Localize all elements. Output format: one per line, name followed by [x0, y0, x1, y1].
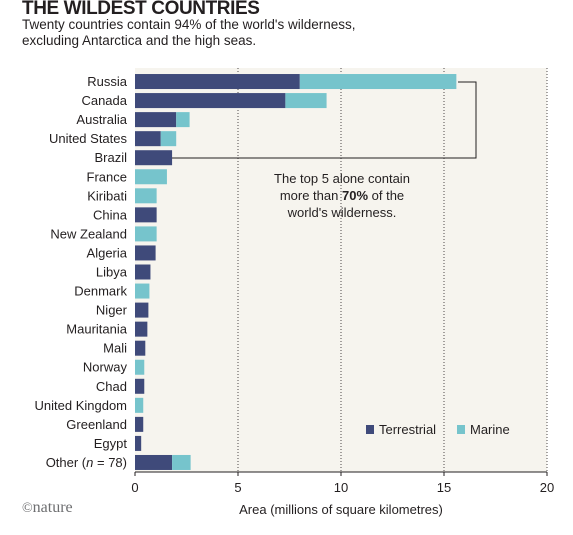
category-label: Canada — [81, 93, 127, 108]
bar-marine-1 — [285, 93, 327, 109]
legend: Terrestrial Marine — [366, 422, 510, 437]
bar-terrestrial-10 — [135, 264, 151, 280]
bar-terrestrial-9 — [135, 245, 156, 261]
category-label: France — [87, 169, 127, 184]
bar-terrestrial-4 — [135, 150, 173, 166]
x-tick-label: 20 — [540, 480, 554, 495]
x-tick-labels: 0 5 10 15 20 — [131, 472, 554, 495]
bar-marine-17 — [135, 397, 144, 413]
bar-marine-15 — [135, 359, 145, 375]
annotation-line-1: The top 5 alone contain — [274, 171, 410, 186]
chart-title: THE WILDEST COUNTRIES — [22, 0, 260, 19]
category-label: United Kingdom — [35, 398, 128, 413]
category-label: Brazil — [94, 150, 127, 165]
bar-terrestrial-16 — [135, 378, 145, 394]
category-label: Other (n = 78) — [46, 455, 127, 470]
category-label: Greenland — [66, 417, 127, 432]
bar-marine-5 — [135, 169, 167, 185]
bar-terrestrial-20 — [135, 454, 173, 470]
x-axis-title: Area (millions of square kilometres) — [239, 502, 443, 517]
category-label: Kiribati — [87, 188, 127, 203]
gridlines — [237, 68, 548, 472]
legend-label-marine: Marine — [470, 422, 510, 437]
chart-subtitle: Twenty countries contain 94% of the worl… — [22, 17, 562, 49]
bar-marine-6 — [135, 188, 157, 204]
x-tick-label: 0 — [131, 480, 138, 495]
copyright-symbol: © — [22, 501, 33, 516]
category-label: Russia — [87, 74, 128, 89]
annotation-line-2: more than 70% of the — [280, 188, 404, 203]
bar-terrestrial-12 — [135, 302, 149, 318]
bar-marine-2 — [176, 112, 190, 128]
category-label: New Zealand — [50, 226, 127, 241]
category-label: Libya — [96, 265, 128, 280]
subtitle-line-2: excluding Antarctica and the high seas. — [22, 33, 257, 48]
category-label: Algeria — [87, 245, 128, 260]
nature-credit: ©nature — [22, 499, 73, 517]
bar-terrestrial-18 — [135, 416, 144, 432]
bar-marine-8 — [135, 226, 157, 242]
bar-terrestrial-19 — [135, 435, 142, 451]
bar-terrestrial-2 — [135, 112, 177, 128]
category-labels: Russia Canada Australia United States Brazil… — [35, 74, 128, 470]
bar-terrestrial-7 — [135, 207, 157, 223]
category-label: Egypt — [94, 436, 128, 451]
bar-marine-0 — [299, 74, 457, 90]
bar-marine-20 — [172, 454, 191, 470]
bar-terrestrial-13 — [135, 321, 148, 337]
bar-marine-11 — [135, 283, 150, 299]
legend-label-terrestrial: Terrestrial — [379, 422, 436, 437]
annotation-line-3: world's wilderness. — [287, 205, 397, 220]
bar-terrestrial-3 — [135, 131, 161, 147]
category-label: Denmark — [74, 284, 127, 299]
bar-terrestrial-0 — [135, 74, 300, 90]
nature-wordmark: nature — [32, 499, 73, 516]
subtitle-line-1: Twenty countries contain 94% of the worl… — [22, 17, 356, 32]
category-label: Norway — [83, 360, 128, 375]
category-label: Australia — [76, 112, 127, 127]
category-label: United States — [49, 131, 128, 146]
x-tick-label: 10 — [334, 480, 348, 495]
bars — [135, 74, 457, 470]
bar-terrestrial-14 — [135, 340, 146, 356]
category-label: Mauritania — [66, 322, 127, 337]
legend-swatch-terrestrial — [366, 425, 374, 434]
top5-bracket — [172, 81, 477, 159]
x-tick-label: 15 — [437, 480, 451, 495]
category-label: Niger — [96, 303, 128, 318]
bar-marine-3 — [160, 131, 177, 147]
category-label: China — [93, 207, 128, 222]
category-label: Chad — [96, 379, 127, 394]
x-tick-label: 5 — [234, 480, 241, 495]
legend-swatch-marine — [457, 425, 465, 434]
bar-terrestrial-1 — [135, 93, 286, 109]
category-label: Mali — [103, 341, 127, 356]
